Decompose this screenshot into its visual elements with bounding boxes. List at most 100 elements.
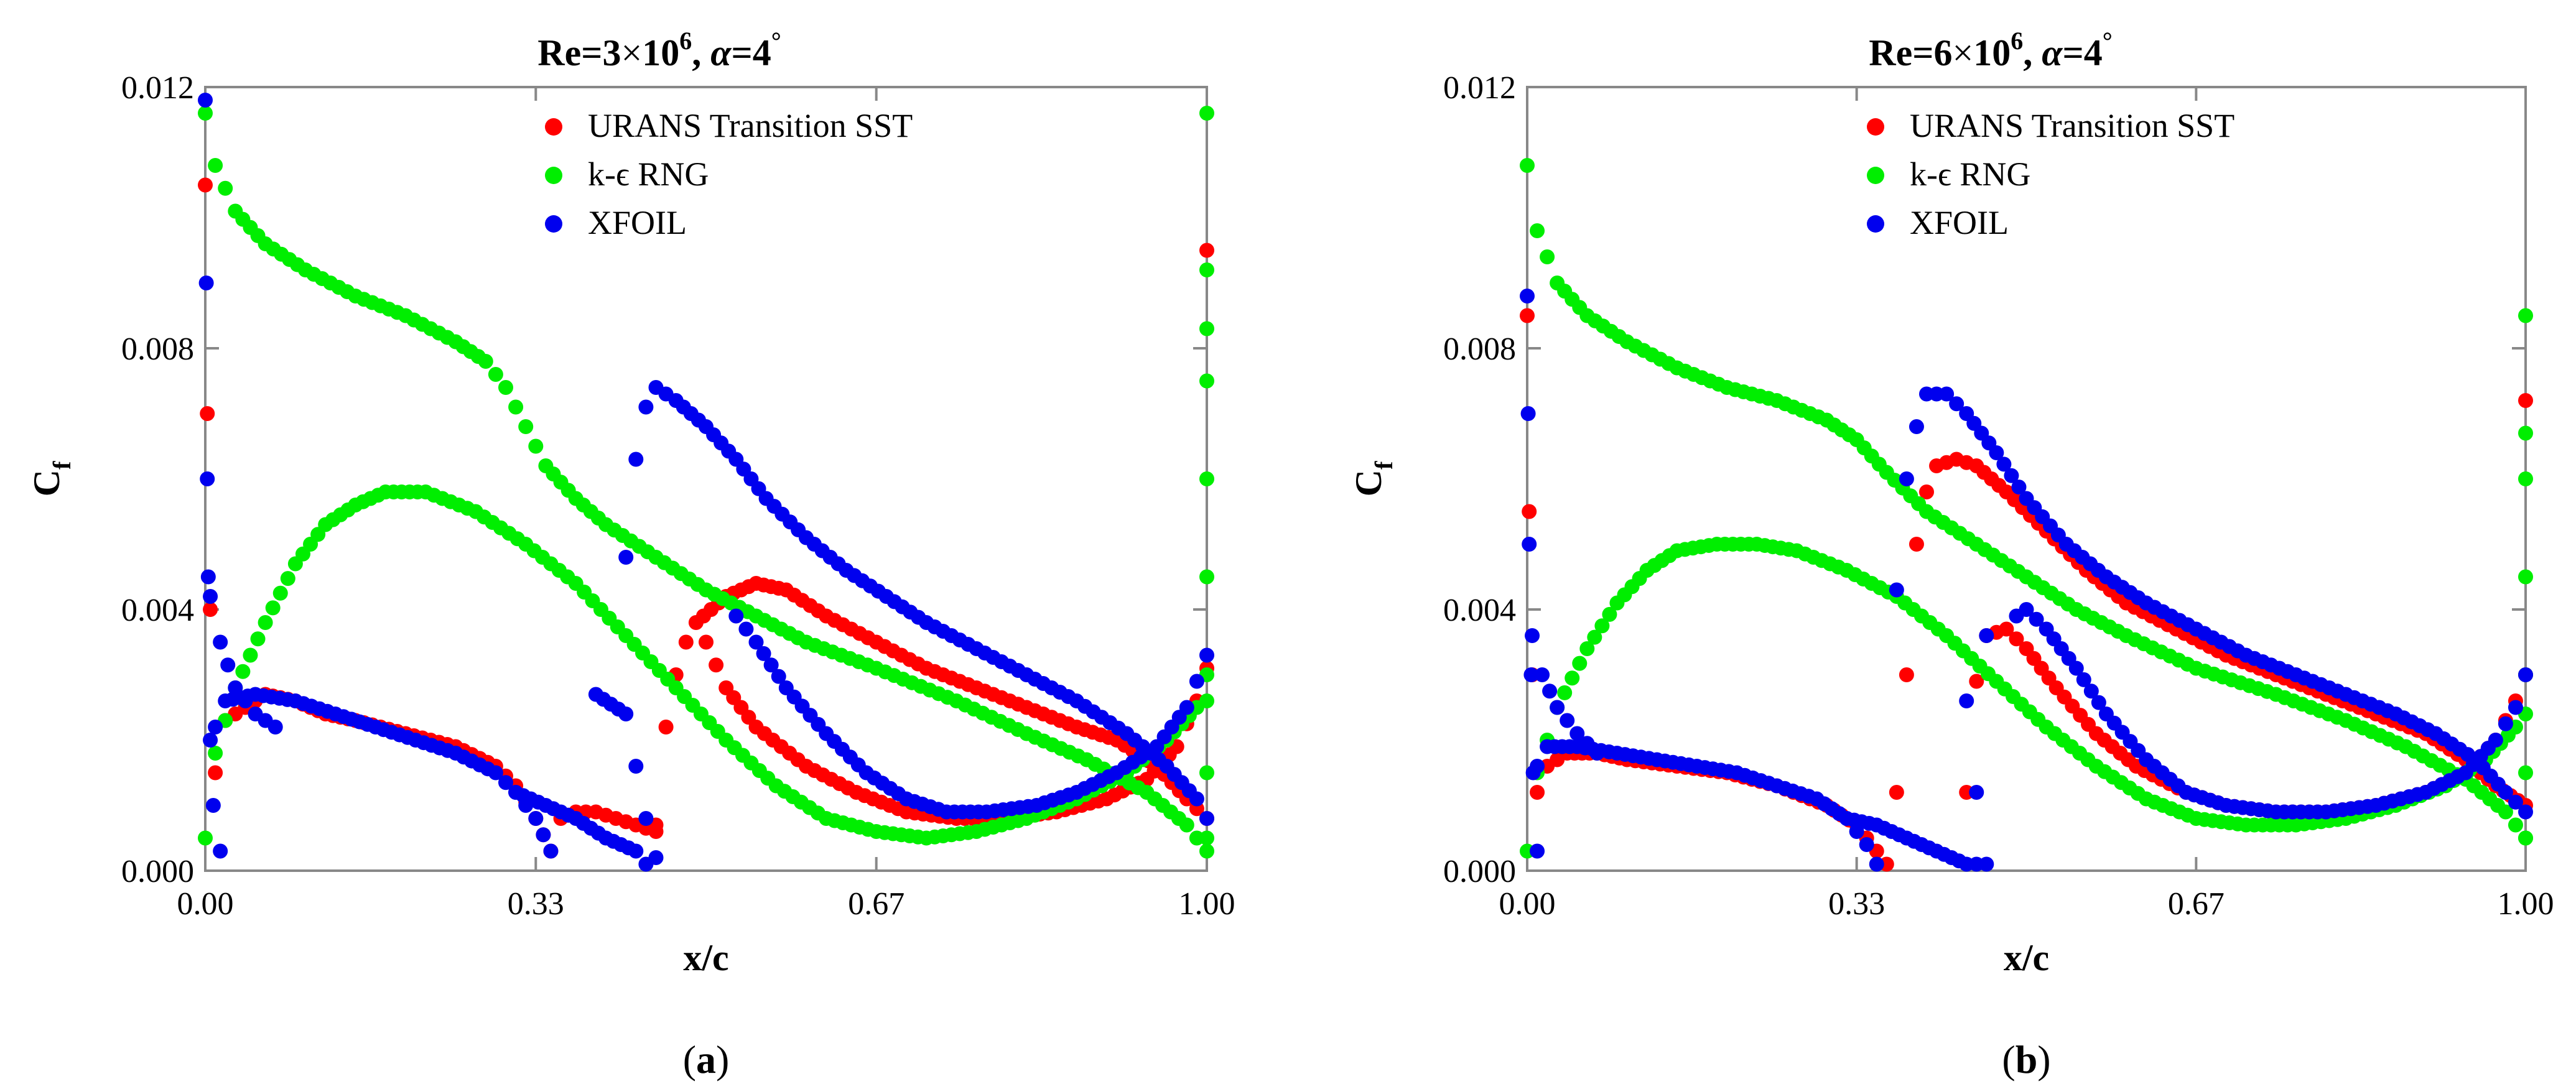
data-point <box>1579 736 1595 751</box>
data-point <box>1859 837 1874 852</box>
data-point <box>243 647 258 663</box>
data-point <box>1939 386 1955 402</box>
data-point <box>488 765 503 781</box>
x-axis-label: x/c <box>683 937 728 978</box>
legend-label: URANS Transition SST <box>588 107 913 144</box>
data-point <box>1602 606 1617 622</box>
data-point <box>1989 445 2004 460</box>
data-point <box>1899 667 1914 682</box>
chart-title: Re=6×106, α=4° <box>1869 27 2112 73</box>
data-point <box>1525 628 1540 643</box>
data-point <box>1979 628 1994 643</box>
data-point <box>628 452 644 467</box>
data-point <box>1889 582 1904 598</box>
x-tick-label: 1.00 <box>2498 886 2554 922</box>
data-point <box>618 707 634 721</box>
data-point <box>648 850 664 865</box>
y-tick-label: 0.012 <box>121 70 194 106</box>
title-prefix: Re=6 <box>1869 32 1952 73</box>
data-point <box>1199 243 1214 258</box>
data-point <box>208 746 223 761</box>
data-point <box>1199 569 1214 585</box>
title-alpha: α <box>710 32 732 73</box>
x-tick-label: 0.00 <box>1499 886 1556 922</box>
panel-label-letter: a <box>696 1037 716 1082</box>
data-point <box>1560 713 1575 728</box>
data-point <box>528 811 544 826</box>
title-alpha: α <box>2042 32 2063 73</box>
data-point <box>1889 785 1904 800</box>
y-tick-label: 0.000 <box>121 854 194 889</box>
y-tick-label: 0.008 <box>121 331 194 367</box>
y-tick-label: 0.008 <box>1443 331 1516 367</box>
data-point <box>1919 484 1934 499</box>
series-0 <box>198 177 1214 859</box>
data-point <box>1199 106 1214 121</box>
series-2 <box>1520 289 2533 872</box>
data-point <box>1199 693 1214 708</box>
data-point <box>2076 672 2091 687</box>
y-axis-label-sub: f <box>48 461 76 470</box>
panel-label-letter: b <box>2016 1037 2038 1082</box>
y-axis-label-sub: f <box>1370 461 1398 470</box>
x-tick-label: 1.00 <box>1179 886 1235 922</box>
data-point <box>1949 396 1965 412</box>
data-point <box>1996 456 2012 472</box>
data-point <box>1540 249 1555 264</box>
legend-marker <box>545 118 562 136</box>
data-point <box>1520 308 1535 323</box>
data-point <box>763 657 779 673</box>
data-point <box>272 585 288 601</box>
legend-marker <box>545 167 562 184</box>
data-point <box>1909 419 1924 434</box>
data-point <box>1530 759 1545 774</box>
data-point <box>198 276 214 290</box>
title-degree: ° <box>771 27 781 55</box>
panel-label: (a) <box>683 1037 730 1082</box>
data-point <box>2488 733 2503 748</box>
data-point <box>203 733 218 748</box>
data-point <box>1572 656 1588 671</box>
data-point <box>1550 700 1565 715</box>
data-point <box>218 180 233 196</box>
data-point <box>1522 504 1537 519</box>
data-point <box>1969 785 1984 800</box>
data-point <box>2508 794 2523 810</box>
data-point <box>1179 817 1194 833</box>
data-point <box>1520 289 1535 304</box>
data-point <box>2068 660 2084 676</box>
data-point <box>1199 262 1214 277</box>
y-axis-label: Cf <box>26 461 76 496</box>
data-point <box>208 720 223 734</box>
panel-label: (b) <box>2002 1037 2050 1082</box>
data-point <box>1579 641 1595 656</box>
x-tick-label: 0.67 <box>2168 886 2225 922</box>
data-point <box>2083 684 2099 699</box>
data-point <box>498 775 513 790</box>
data-point <box>1199 830 1214 846</box>
data-point <box>208 158 223 173</box>
data-point <box>2009 631 2024 647</box>
data-point <box>1199 843 1214 859</box>
data-point <box>1569 726 1585 741</box>
data-point <box>1199 373 1214 389</box>
data-point <box>628 759 644 774</box>
data-point <box>2004 468 2019 483</box>
data-point <box>2508 817 2523 833</box>
data-point <box>2518 830 2533 846</box>
chart-panel-b: 0.000 0.004 0.008 0.012 0.00 0.33 0.67 1.00 x/c C… <box>1348 27 2554 1082</box>
x-tick-label: 0.00 <box>177 886 234 922</box>
data-point <box>628 843 644 859</box>
data-point <box>618 550 634 565</box>
x-tick-label: 0.33 <box>508 886 564 922</box>
series-0 <box>1520 308 2533 872</box>
y-tick-label: 0.000 <box>1443 854 1516 889</box>
data-point <box>1189 791 1204 807</box>
data-point <box>1587 629 1602 645</box>
title-value: =4 <box>2063 32 2103 73</box>
data-point <box>699 634 714 650</box>
data-point <box>208 765 223 781</box>
data-point <box>1565 670 1580 686</box>
data-point <box>200 569 216 585</box>
